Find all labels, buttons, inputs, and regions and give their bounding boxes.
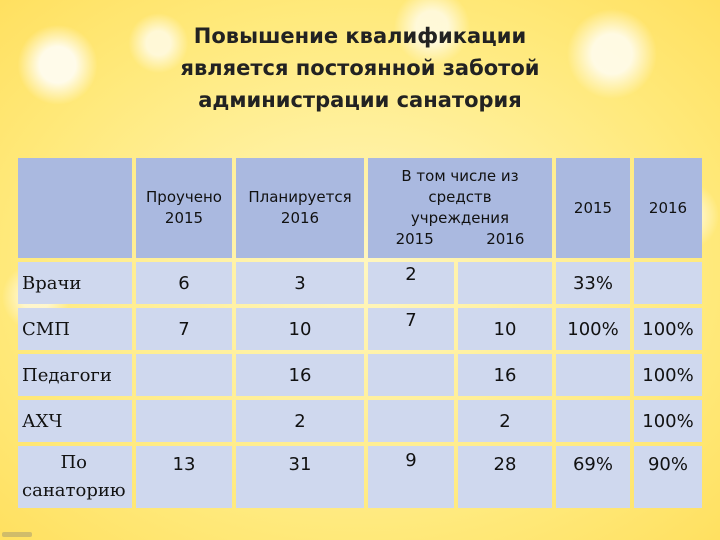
cell-percent-2015 <box>556 400 630 442</box>
cell-percent-2015: 100% <box>556 308 630 350</box>
cell-planned: 10 <box>236 308 364 350</box>
cell-inst-2015 <box>368 354 454 396</box>
header-2015: 2015 <box>556 158 630 258</box>
cell-trained <box>136 400 232 442</box>
cell-percent-2016 <box>634 262 702 304</box>
cell-inst-2015 <box>368 400 454 442</box>
watermark-mark <box>2 532 32 537</box>
header-including-institution: В том числе из средств учреждения 2015 2… <box>368 158 552 258</box>
cell-percent-2015 <box>556 354 630 396</box>
cell-inst-2016 <box>458 262 552 304</box>
cell-inst-2016: 10 <box>458 308 552 350</box>
row-label-nurses: СМП <box>18 308 132 350</box>
cell-percent-2015: 33% <box>556 262 630 304</box>
row-label-doctors: Врачи <box>18 262 132 304</box>
cell-trained: 6 <box>136 262 232 304</box>
cell-inst-2015: 9 <box>368 446 454 508</box>
cell-inst-2015: 2 <box>368 262 454 304</box>
cell-planned: 16 <box>236 354 364 396</box>
header-2016: 2016 <box>634 158 702 258</box>
title-line-1: Повышение квалификации <box>193 24 527 48</box>
header-trained: Проучено 2015 <box>136 158 232 258</box>
cell-inst-2016: 28 <box>458 446 552 508</box>
cell-planned: 31 <box>236 446 364 508</box>
cell-inst-2016: 2 <box>458 400 552 442</box>
row-label-administrative: АХЧ <box>18 400 132 442</box>
cell-planned: 2 <box>236 400 364 442</box>
cell-trained: 13 <box>136 446 232 508</box>
cell-inst-2015: 7 <box>368 308 454 350</box>
row-label-total: По санаторию <box>18 446 132 508</box>
cell-percent-2016: 100% <box>634 308 702 350</box>
title-line-2: является постоянной заботой <box>180 56 540 80</box>
cell-percent-2016: 90% <box>634 446 702 508</box>
header-planned: Планируется 2016 <box>236 158 364 258</box>
title-line-3: администрации санатория <box>198 88 522 112</box>
page-title: Повышение квалификации является постоянн… <box>150 20 570 116</box>
row-label-teachers: Педагоги <box>18 354 132 396</box>
cell-trained: 7 <box>136 308 232 350</box>
cell-percent-2016: 100% <box>634 400 702 442</box>
cell-inst-2016: 16 <box>458 354 552 396</box>
cell-percent-2015: 69% <box>556 446 630 508</box>
header-empty-cell <box>18 158 132 258</box>
cell-planned: 3 <box>236 262 364 304</box>
cell-percent-2016: 100% <box>634 354 702 396</box>
cell-trained <box>136 354 232 396</box>
